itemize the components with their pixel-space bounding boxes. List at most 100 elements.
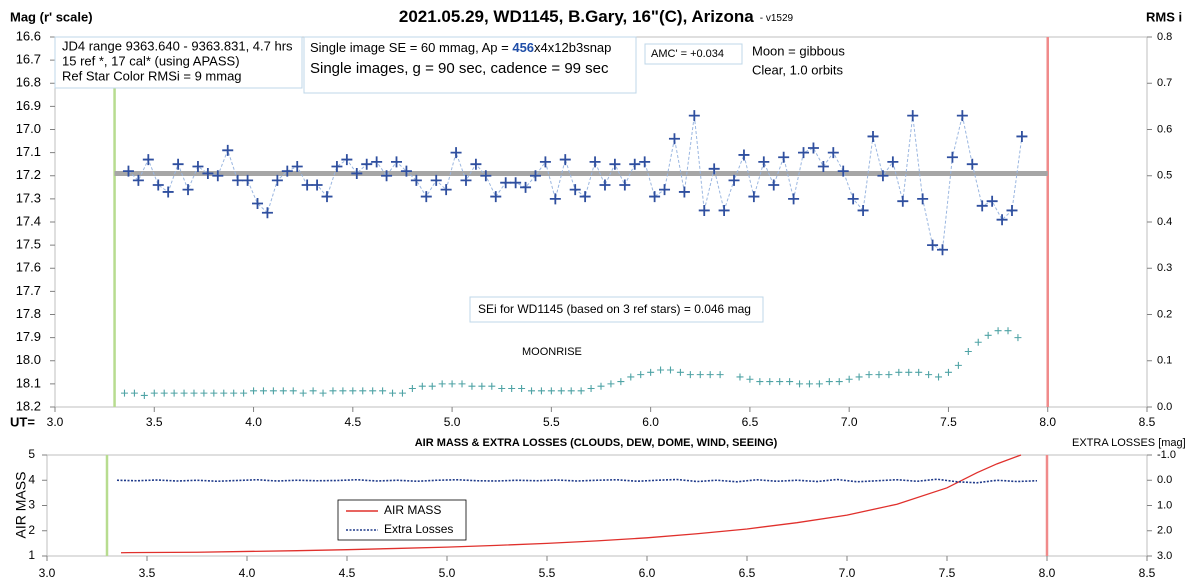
x-tick-label: 6.5 [739, 566, 756, 580]
data-point [897, 195, 909, 207]
y2-tick-label: -1.0 [1157, 449, 1176, 461]
data-point [140, 391, 148, 399]
data-point [954, 361, 962, 369]
data-point [865, 371, 873, 379]
data-point [390, 156, 402, 168]
data-point [230, 389, 238, 397]
data-point [974, 338, 982, 346]
data-point [478, 382, 486, 390]
data-point [627, 373, 635, 381]
data-point [788, 193, 800, 205]
annotation: SEi for WD1145 (based on 3 ref stars) = … [478, 302, 751, 316]
y-tick-label: 17.0 [16, 121, 41, 136]
data-point [698, 204, 710, 216]
data-point [520, 181, 532, 193]
data-point [855, 373, 863, 381]
data-point [758, 156, 770, 168]
x-tick-label: 5.0 [439, 566, 456, 580]
annotation-box [469, 296, 764, 323]
data-point [805, 380, 813, 388]
data-point [120, 389, 128, 397]
data-point [905, 368, 913, 376]
data-point [686, 371, 694, 379]
y-tick-label: 18.1 [16, 375, 41, 390]
x-tick-label: 6.0 [642, 415, 659, 429]
x-tick-label: 7.5 [940, 415, 957, 429]
data-point [319, 389, 327, 397]
data-point [381, 170, 393, 182]
data-point [410, 174, 422, 186]
data-point [956, 110, 968, 122]
data-point [619, 179, 631, 191]
y-axis-label: AIR MASS [13, 472, 29, 539]
data-point [311, 179, 323, 191]
y-tick-label: 2 [28, 523, 35, 537]
annotation: MOONRISE [522, 346, 582, 358]
data-point [927, 239, 939, 251]
data-point [736, 373, 744, 381]
data-point [728, 174, 740, 186]
data-point [529, 170, 541, 182]
data-point [984, 331, 992, 339]
data-point [508, 385, 516, 392]
x-tick-label: 4.0 [239, 566, 256, 580]
annotation: JD4 range 9363.640 - 9363.831, 4.7 hrs [62, 38, 293, 53]
data-point [637, 371, 645, 379]
x-tick-label: 6.0 [639, 566, 656, 580]
x-tick-label: 7.0 [839, 566, 856, 580]
data-point [190, 389, 198, 397]
data-point [577, 387, 585, 395]
data-point [766, 378, 774, 386]
y-tick-label: 16.9 [16, 98, 41, 113]
annotation-part: Single image SE = 60 mmag, Ap = [310, 40, 512, 55]
data-point [617, 378, 625, 386]
data-point [468, 382, 476, 390]
series-line [128, 115, 1023, 251]
y-tick-label: 17.2 [16, 167, 41, 182]
data-point [361, 158, 373, 170]
x-tick-label: 7.0 [841, 415, 858, 429]
data-point [232, 174, 244, 186]
data-point [488, 382, 496, 390]
data-point [301, 179, 313, 191]
title-main: 2021.05.29, WD1145, B.Gary, 16"(C), Ariz… [399, 7, 754, 26]
data-point [220, 389, 228, 397]
data-point [944, 368, 952, 376]
y2-axis-label: EXTRA LOSSES [mag] [1072, 437, 1186, 449]
y2-tick-label: 3.0 [1157, 550, 1172, 562]
data-point [252, 198, 264, 209]
data-point [428, 382, 436, 390]
data-point [420, 191, 432, 203]
legend-label: Extra Losses [384, 522, 453, 536]
data-point [200, 389, 208, 397]
data-point [142, 154, 154, 166]
data-point [666, 366, 674, 374]
data-point [657, 366, 665, 374]
y-tick-label: 17.7 [16, 283, 41, 298]
data-point [172, 158, 184, 170]
data-point [946, 151, 958, 163]
data-point [986, 195, 998, 207]
data-point [331, 161, 343, 172]
data-point [676, 368, 684, 376]
data-point [547, 387, 555, 395]
data-point [359, 387, 367, 395]
y-tick-label: 16.6 [16, 28, 41, 43]
series-line [116, 478, 1038, 484]
y2-tick-label: 0.0 [1157, 401, 1172, 413]
annotation: Clear, 1.0 orbits [752, 62, 844, 77]
data-point [678, 186, 690, 198]
data-point [915, 368, 923, 376]
data-point [776, 378, 784, 386]
y-tick-label: 16.7 [16, 52, 41, 67]
data-point [559, 154, 571, 166]
data-point [279, 387, 287, 395]
data-point [706, 371, 714, 379]
data-point [242, 174, 254, 186]
data-point [470, 158, 482, 170]
x-tick-label: 5.0 [444, 415, 461, 429]
data-point [579, 191, 591, 203]
data-point [885, 371, 893, 379]
y2-tick-label: 0.7 [1157, 77, 1172, 89]
